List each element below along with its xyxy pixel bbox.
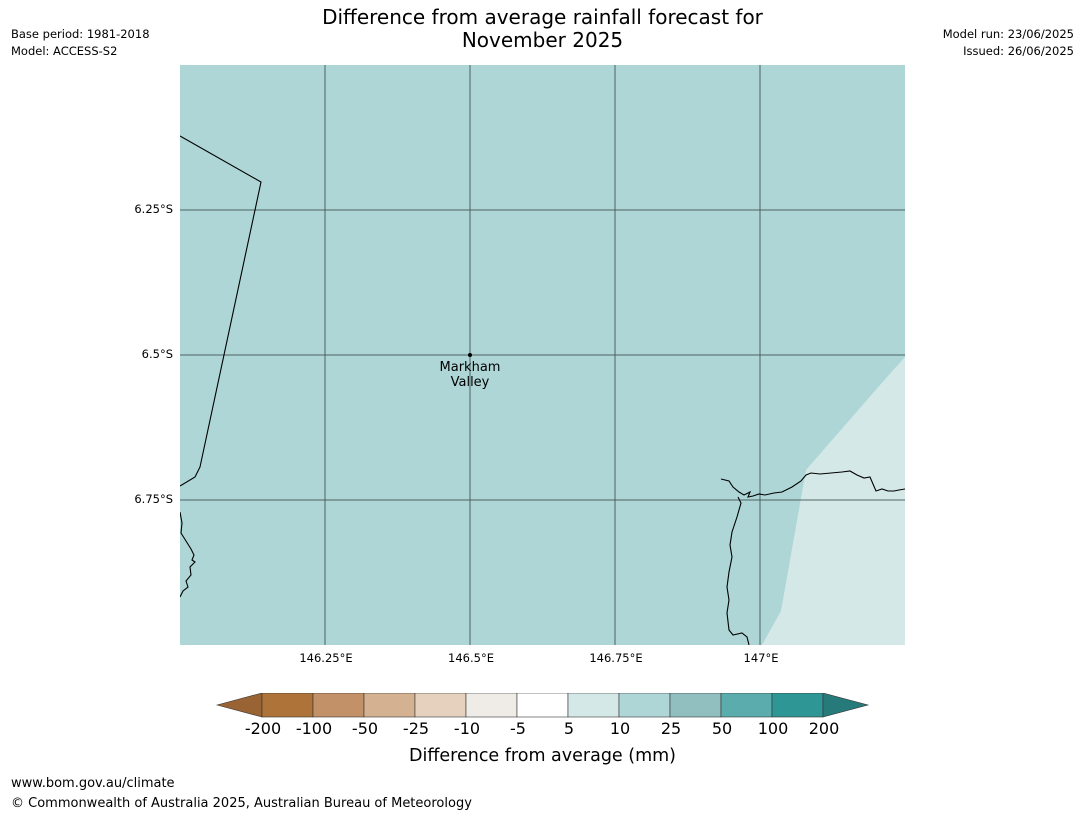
colorbar-tick-label: 5	[563, 719, 575, 738]
issued-text: Issued: 26/06/2025	[963, 44, 1074, 58]
gridlines	[180, 65, 905, 645]
chart-title: Difference from average rainfall forecas…	[0, 6, 1085, 52]
footer-copyright: © Commonwealth of Australia 2025, Austra…	[11, 796, 472, 811]
coastline-west	[180, 511, 196, 598]
place-label-line-2: Valley	[450, 375, 490, 390]
title-line-2: November 2025	[461, 28, 624, 52]
place-label-line-1: Markham	[439, 360, 501, 375]
colorbar-segment	[567, 693, 620, 718]
colorbar-tick-label: -25	[402, 719, 430, 738]
map-area[interactable]	[180, 65, 905, 645]
colorbar-tick-label: 10	[609, 719, 631, 738]
coastline-east	[720, 470, 905, 498]
colorbar-segment	[261, 693, 314, 718]
lat-label-6-25: 6.25°S	[134, 202, 173, 216]
base-period-text: Base period: 1981-2018	[11, 27, 150, 41]
colorbar-segment	[771, 693, 824, 718]
lat-label-6-75: 6.75°S	[134, 492, 173, 506]
colorbar-tick-label: -200	[244, 719, 282, 738]
colorbar-segment	[516, 693, 569, 718]
colorbar-tick-label: 100	[757, 719, 789, 738]
colorbar-segment	[414, 693, 467, 718]
colorbar-tick-label: -100	[295, 719, 333, 738]
markham-valley-marker	[468, 353, 472, 357]
colorbar-title: Difference from average (mm)	[408, 746, 677, 766]
province-boundary	[180, 135, 262, 487]
map-svg	[180, 65, 905, 645]
lon-label-146-25: 146.25°E	[299, 651, 353, 665]
colorbar	[216, 693, 870, 718]
lat-label-6-5: 6.5°S	[141, 347, 173, 361]
colorbar-arrow-high	[822, 693, 870, 718]
colorbar-tick-label: 25	[660, 719, 682, 738]
colorbar-segment	[465, 693, 518, 718]
model-text: Model: ACCESS-S2	[11, 44, 118, 58]
coastline-river	[726, 496, 750, 645]
colorbar-segment	[363, 693, 416, 718]
colorbar-tick-label: 50	[711, 719, 733, 738]
colorbar-tick-label: -5	[510, 719, 526, 738]
meta-left: Base period: 1981-2018 Model: ACCESS-S2	[11, 26, 150, 60]
colorbar-arrow-low	[216, 693, 263, 718]
boundaries	[180, 135, 905, 645]
colorbar-segment	[669, 693, 722, 718]
footer-url-link[interactable]: www.bom.gov.au/climate	[11, 776, 175, 791]
lon-label-146-75: 146.75°E	[589, 651, 643, 665]
lon-label-146-5: 146.5°E	[448, 651, 494, 665]
colorbar-segment	[720, 693, 773, 718]
colorbar-tick-label: 200	[808, 719, 840, 738]
region-5-to-10	[762, 357, 905, 645]
colorbar-segment	[618, 693, 671, 718]
title-line-1: Difference from average rainfall forecas…	[322, 5, 763, 29]
lon-label-147: 147°E	[743, 651, 779, 665]
place-label-markham-valley: Markham Valley	[420, 360, 520, 390]
colorbar-segment	[312, 693, 365, 718]
colorbar-tick-label: -10	[453, 719, 481, 738]
meta-right: Model run: 23/06/2025 Issued: 26/06/2025	[943, 26, 1074, 60]
colorbar-tick-label: -50	[351, 719, 379, 738]
model-run-text: Model run: 23/06/2025	[942, 27, 1074, 41]
